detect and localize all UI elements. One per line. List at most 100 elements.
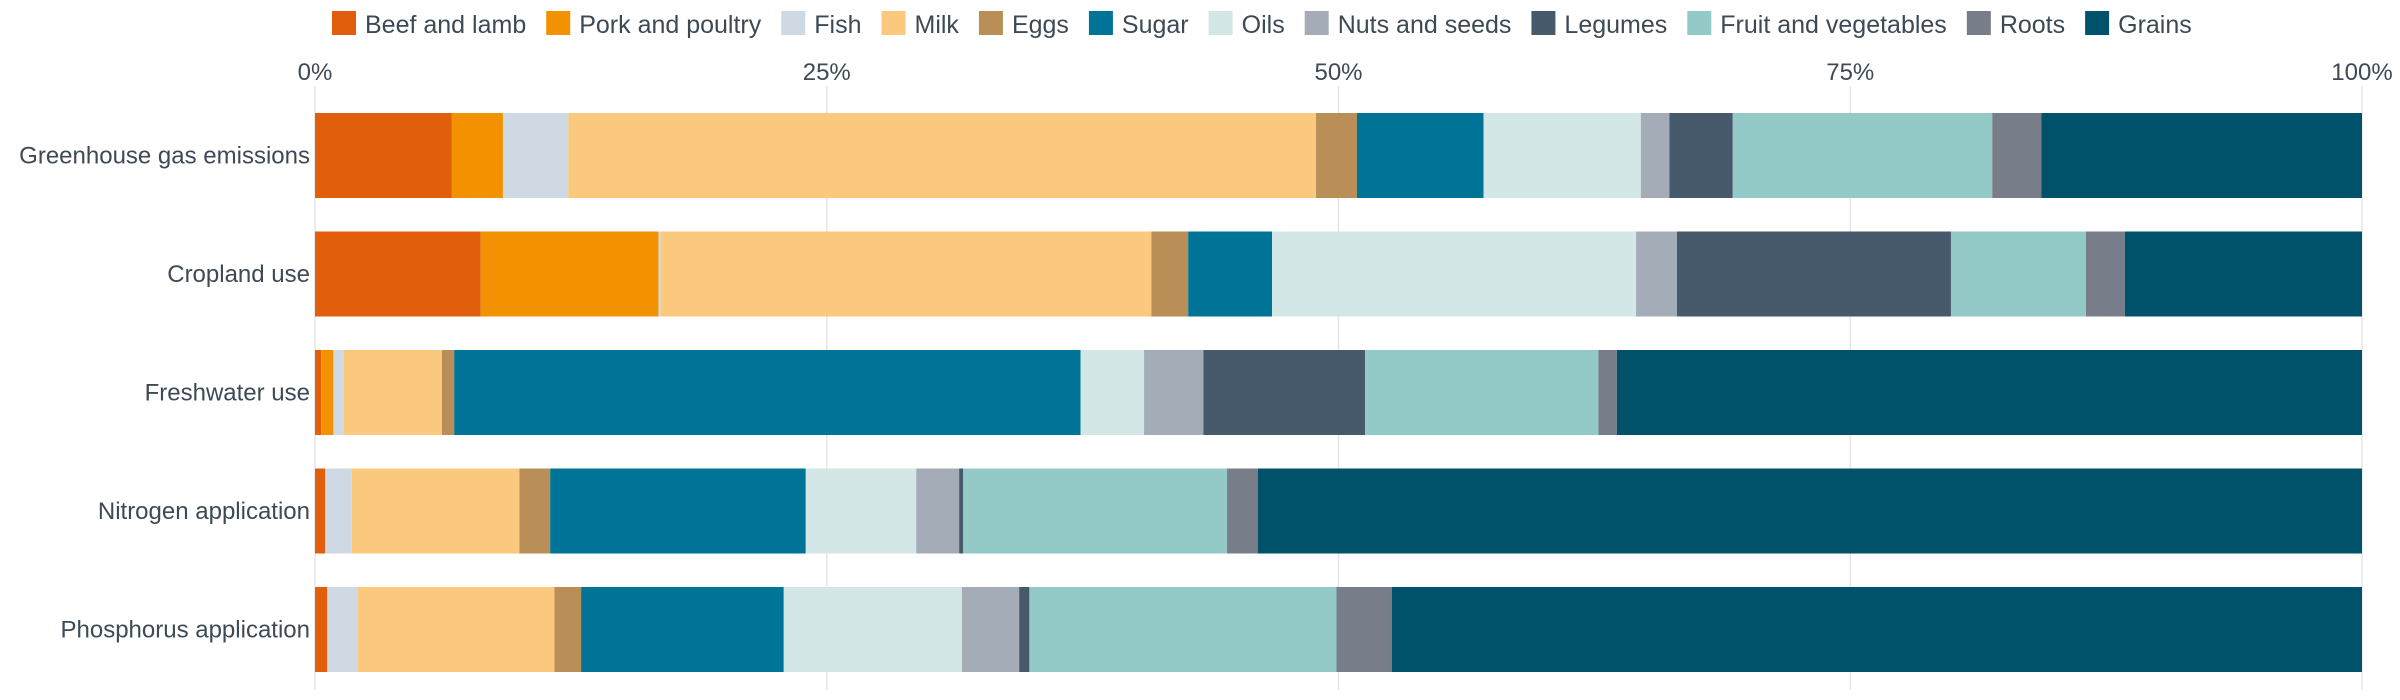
bar-row: [315, 468, 2362, 554]
bar-segment: [963, 468, 1228, 554]
bar-segment: [1029, 587, 1337, 672]
legend-item: Beef and lamb: [332, 11, 526, 39]
bar-segment: [1391, 587, 2362, 672]
bar-segment: [2124, 231, 2362, 317]
bar-segment: [916, 468, 960, 554]
bar-segment: [454, 350, 1081, 435]
x-tick-label: 75%: [1826, 59, 1874, 86]
bar-segment: [1669, 113, 1733, 198]
bar-segment: [441, 350, 455, 435]
bar-segment: [1483, 113, 1641, 198]
bar-segment: [660, 231, 1152, 317]
bar-segment: [568, 113, 1317, 198]
legend-label: Sugar: [1122, 11, 1189, 39]
bar-segment: [1151, 231, 1189, 317]
bar-segment: [1203, 350, 1366, 435]
legend-swatch: [2085, 11, 2110, 35]
bar-row: [315, 113, 2362, 198]
legend-label: Eggs: [1012, 11, 1069, 39]
legend-swatch: [1966, 11, 1991, 35]
legend-swatch: [781, 11, 806, 35]
x-tick-label: 50%: [1314, 59, 1362, 86]
bar-segment: [1080, 350, 1145, 435]
bar-segment: [451, 113, 503, 198]
legend-item: Nuts and seeds: [1304, 11, 1512, 39]
bar-segment: [343, 350, 442, 435]
legend-swatch: [1208, 11, 1233, 35]
bar-segment: [357, 587, 555, 672]
legend-swatch: [1687, 11, 1712, 35]
legend-swatch: [1304, 11, 1329, 35]
category-label: Phosphorus application: [60, 617, 310, 644]
legend-swatch: [1088, 11, 1113, 35]
legend-item: Pork and poultry: [546, 11, 762, 39]
x-tick-label: 100%: [2331, 59, 2392, 86]
legend-item: Oils: [1208, 11, 1285, 39]
legend-swatch: [881, 11, 906, 35]
legend-label: Oils: [1242, 11, 1285, 39]
bar-segment: [351, 468, 520, 554]
bar-segment: [550, 468, 806, 554]
bar-segment: [519, 468, 551, 554]
bar-segment: [581, 587, 784, 672]
legend-label: Fruit and vegetables: [1720, 11, 1947, 39]
bar-segment: [327, 587, 358, 672]
bar-segment: [1950, 231, 2086, 317]
bar-row: [315, 587, 2362, 672]
bar-segment: [480, 231, 659, 317]
bar-segment: [1227, 468, 1258, 554]
bar-segment: [1356, 113, 1484, 198]
legend-item: Roots: [1966, 11, 2065, 39]
bar-segment: [315, 468, 326, 554]
chart-legend: Beef and lamb Pork and poultry Fish Milk Egg…: [332, 11, 2192, 39]
bar-segment: [1019, 587, 1030, 672]
bar-segment: [315, 231, 481, 317]
bar-segment: [961, 587, 1020, 672]
x-tick-label: 25%: [803, 59, 851, 86]
category-label: Nitrogen application: [98, 498, 310, 525]
category-label: Cropland use: [167, 261, 310, 288]
legend-label: Pork and poultry: [579, 11, 762, 39]
legend-item: Eggs: [978, 11, 1069, 39]
legend-label: Legumes: [1564, 11, 1667, 39]
legend-label: Roots: [2000, 11, 2065, 39]
bar-segment: [315, 113, 452, 198]
bar-segment: [1640, 113, 1670, 198]
legend-label: Milk: [915, 11, 960, 39]
bar-segment: [325, 468, 352, 554]
category-labels: Greenhouse gas emissions Cropland use Fres…: [19, 143, 310, 644]
bar-segment: [321, 350, 334, 435]
legend-item: Fruit and vegetables: [1687, 11, 1947, 39]
bar-segment: [1144, 350, 1204, 435]
bars: [315, 113, 2362, 672]
bar-segment: [959, 468, 964, 554]
legend-item: Sugar: [1088, 11, 1189, 39]
x-axis-ticks: 0% 25% 50% 75% 100%: [298, 59, 2393, 86]
legend-swatch: [546, 11, 571, 35]
bar-segment: [658, 231, 661, 317]
bar-segment: [1598, 350, 1617, 435]
bar-segment: [1732, 113, 1993, 198]
bar-segment: [1365, 350, 1599, 435]
bar-segment: [1272, 231, 1637, 317]
legend-label: Fish: [814, 11, 861, 39]
bar-segment: [783, 587, 962, 672]
bar-segment: [1188, 231, 1273, 317]
bar-segment: [805, 468, 917, 554]
legend-item: Milk: [881, 11, 960, 39]
bar-row: [315, 231, 2362, 317]
legend-item: Grains: [2085, 11, 2192, 39]
legend-swatch: [1531, 11, 1556, 35]
bar-segment: [1636, 231, 1677, 317]
legend-label: Beef and lamb: [365, 11, 526, 39]
legend-swatch: [332, 11, 356, 35]
legend-item: Legumes: [1531, 11, 1667, 39]
legend-label: Nuts and seeds: [1338, 11, 1512, 39]
bar-segment: [2085, 231, 2125, 317]
bar-segment: [1676, 231, 1951, 317]
legend-swatch: [978, 11, 1003, 35]
bar-segment: [315, 587, 328, 672]
bar-segment: [1316, 113, 1357, 198]
bar-segment: [1992, 113, 2042, 198]
